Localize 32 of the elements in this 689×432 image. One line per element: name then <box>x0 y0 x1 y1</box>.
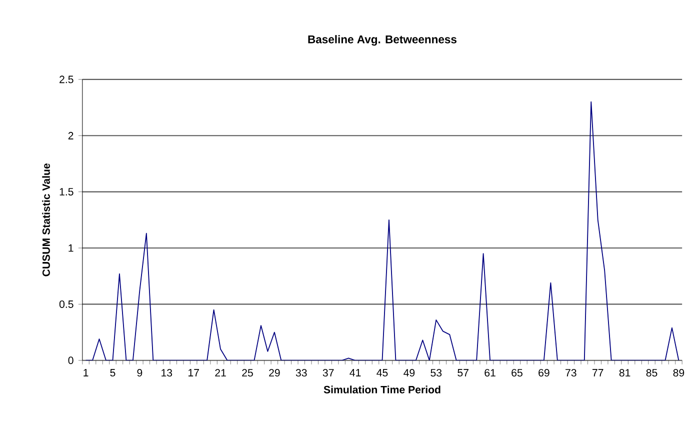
x-tick-label: 73 <box>566 369 576 377</box>
y-tick-label: 1.5 <box>60 188 74 196</box>
x-tick-label: 89 <box>673 369 684 377</box>
x-tick-label: 37 <box>322 369 334 377</box>
y-axis-title: CUSUM Statistic Value <box>42 164 50 276</box>
x-tick-label: 41 <box>350 369 361 376</box>
y-tick-label: 0.5 <box>59 300 74 308</box>
x-tick-label: 45 <box>376 369 388 376</box>
x-tick-label: 77 <box>592 369 604 376</box>
x-tick-label: 17 <box>188 369 199 376</box>
x-tick-label: 1 <box>84 369 88 376</box>
y-tick-label: 0 <box>68 356 74 364</box>
x-tick-label: 9 <box>137 369 142 377</box>
x-tick-label: 65 <box>512 369 522 377</box>
x-tick-label: 85 <box>646 369 658 377</box>
x-tick-label: 57 <box>458 369 468 376</box>
x-tick-label: 5 <box>110 369 116 376</box>
x-tick-label: 61 <box>484 369 496 377</box>
x-tick-label: 33 <box>296 369 307 377</box>
y-tick-label: 2 <box>68 132 74 140</box>
y-tick-label: 2.5 <box>60 76 74 84</box>
x-tick-label: 81 <box>619 369 630 377</box>
y-tick-label: 1 <box>68 244 74 252</box>
x-tick-label: 13 <box>162 369 172 377</box>
x-tick-label: 69 <box>538 369 550 377</box>
chart-title: Baseline Avg. Betweenness <box>308 35 456 46</box>
x-tick-label: 29 <box>269 369 280 377</box>
x-tick-label: 25 <box>242 369 253 377</box>
x-tick-label: 21 <box>215 369 226 376</box>
x-tick-label: 53 <box>430 369 442 377</box>
x-tick-label: 49 <box>404 369 415 377</box>
x-axis-title: Simulation Time Period <box>324 386 440 394</box>
